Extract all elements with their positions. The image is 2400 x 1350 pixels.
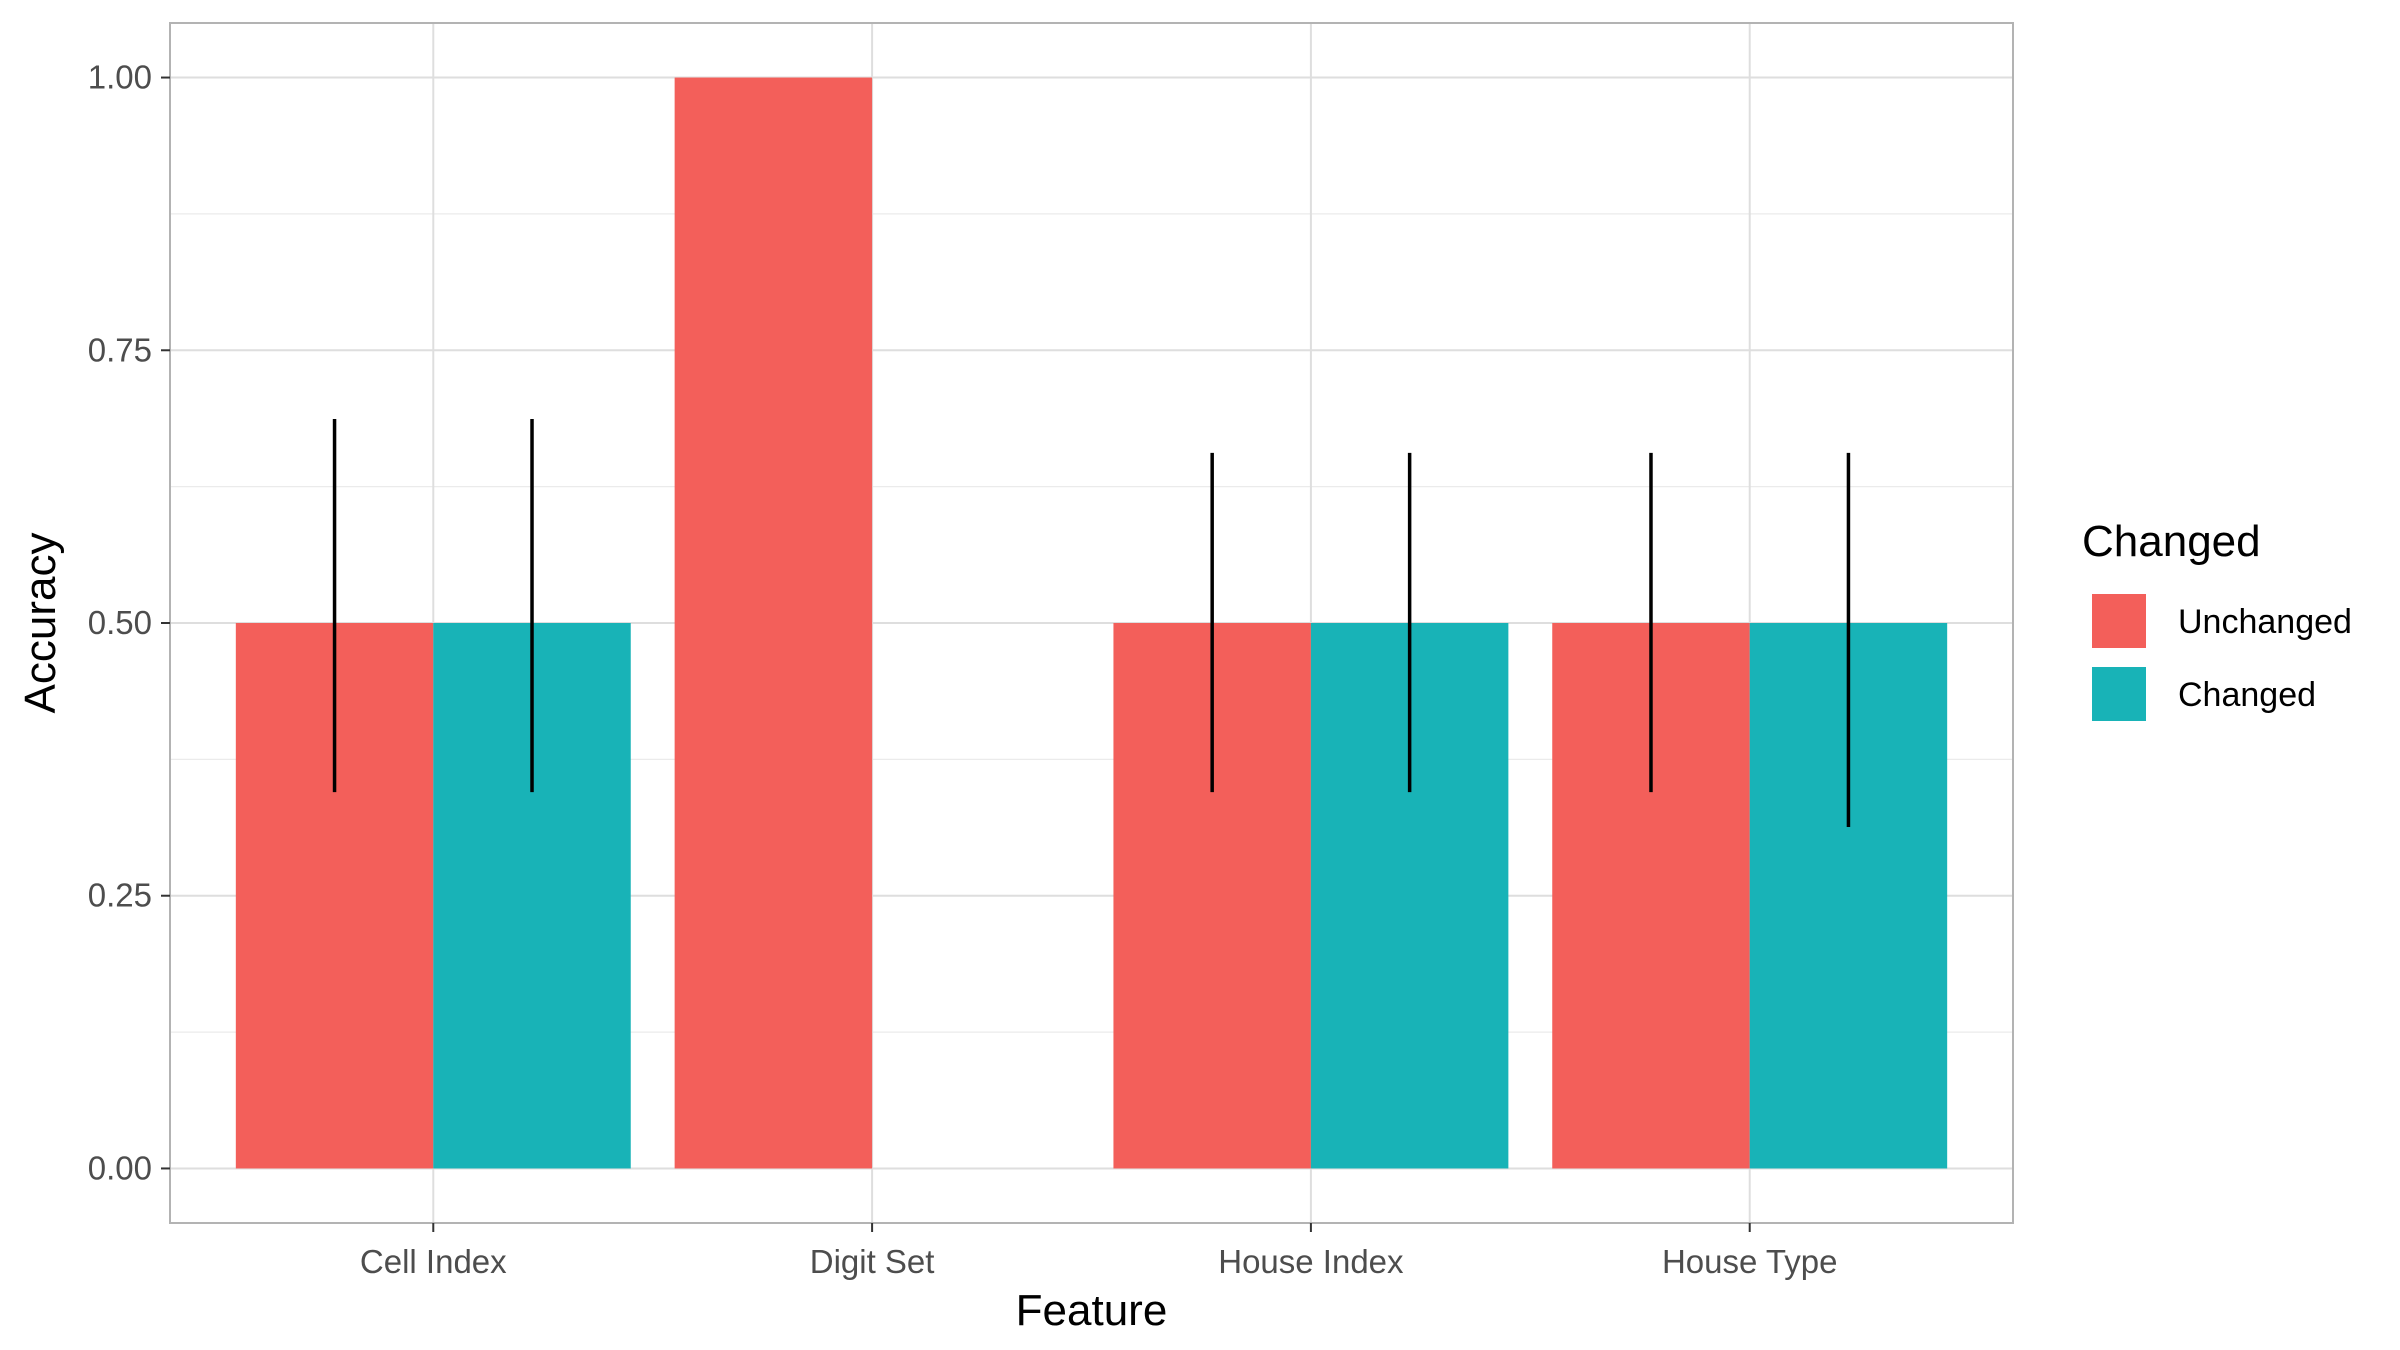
legend-key-unchanged bbox=[2092, 594, 2146, 648]
legend-label-unchanged: Unchanged bbox=[2178, 603, 2352, 641]
legend-key-changed bbox=[2092, 667, 2146, 721]
x-tick-label: Digit Set bbox=[810, 1243, 935, 1280]
y-tick-label: 0.50 bbox=[88, 604, 152, 641]
y-tick-label: 0.25 bbox=[88, 877, 152, 914]
y-tick-label: 0.00 bbox=[88, 1149, 152, 1186]
y-axis-ticks: 0.00 0.25 0.50 0.75 1.00 bbox=[88, 59, 170, 1186]
error-bars bbox=[332, 419, 1851, 827]
x-tick-label: House Type bbox=[1662, 1243, 1838, 1280]
x-tick-label: House Index bbox=[1218, 1243, 1404, 1280]
x-axis-ticks: Cell Index Digit Set House Index House Type bbox=[360, 1223, 1838, 1280]
y-tick-label: 1.00 bbox=[88, 59, 152, 96]
bar bbox=[674, 77, 873, 1169]
legend-label-changed: Changed bbox=[2178, 676, 2316, 714]
y-tick-label: 0.75 bbox=[88, 331, 152, 368]
y-axis-title: Accuracy bbox=[16, 533, 65, 714]
legend-title: Changed bbox=[2082, 517, 2261, 566]
legend: Changed Unchanged Changed bbox=[2082, 517, 2352, 721]
x-axis-title: Feature bbox=[1016, 1286, 1168, 1335]
x-tick-label: Cell Index bbox=[360, 1243, 507, 1280]
